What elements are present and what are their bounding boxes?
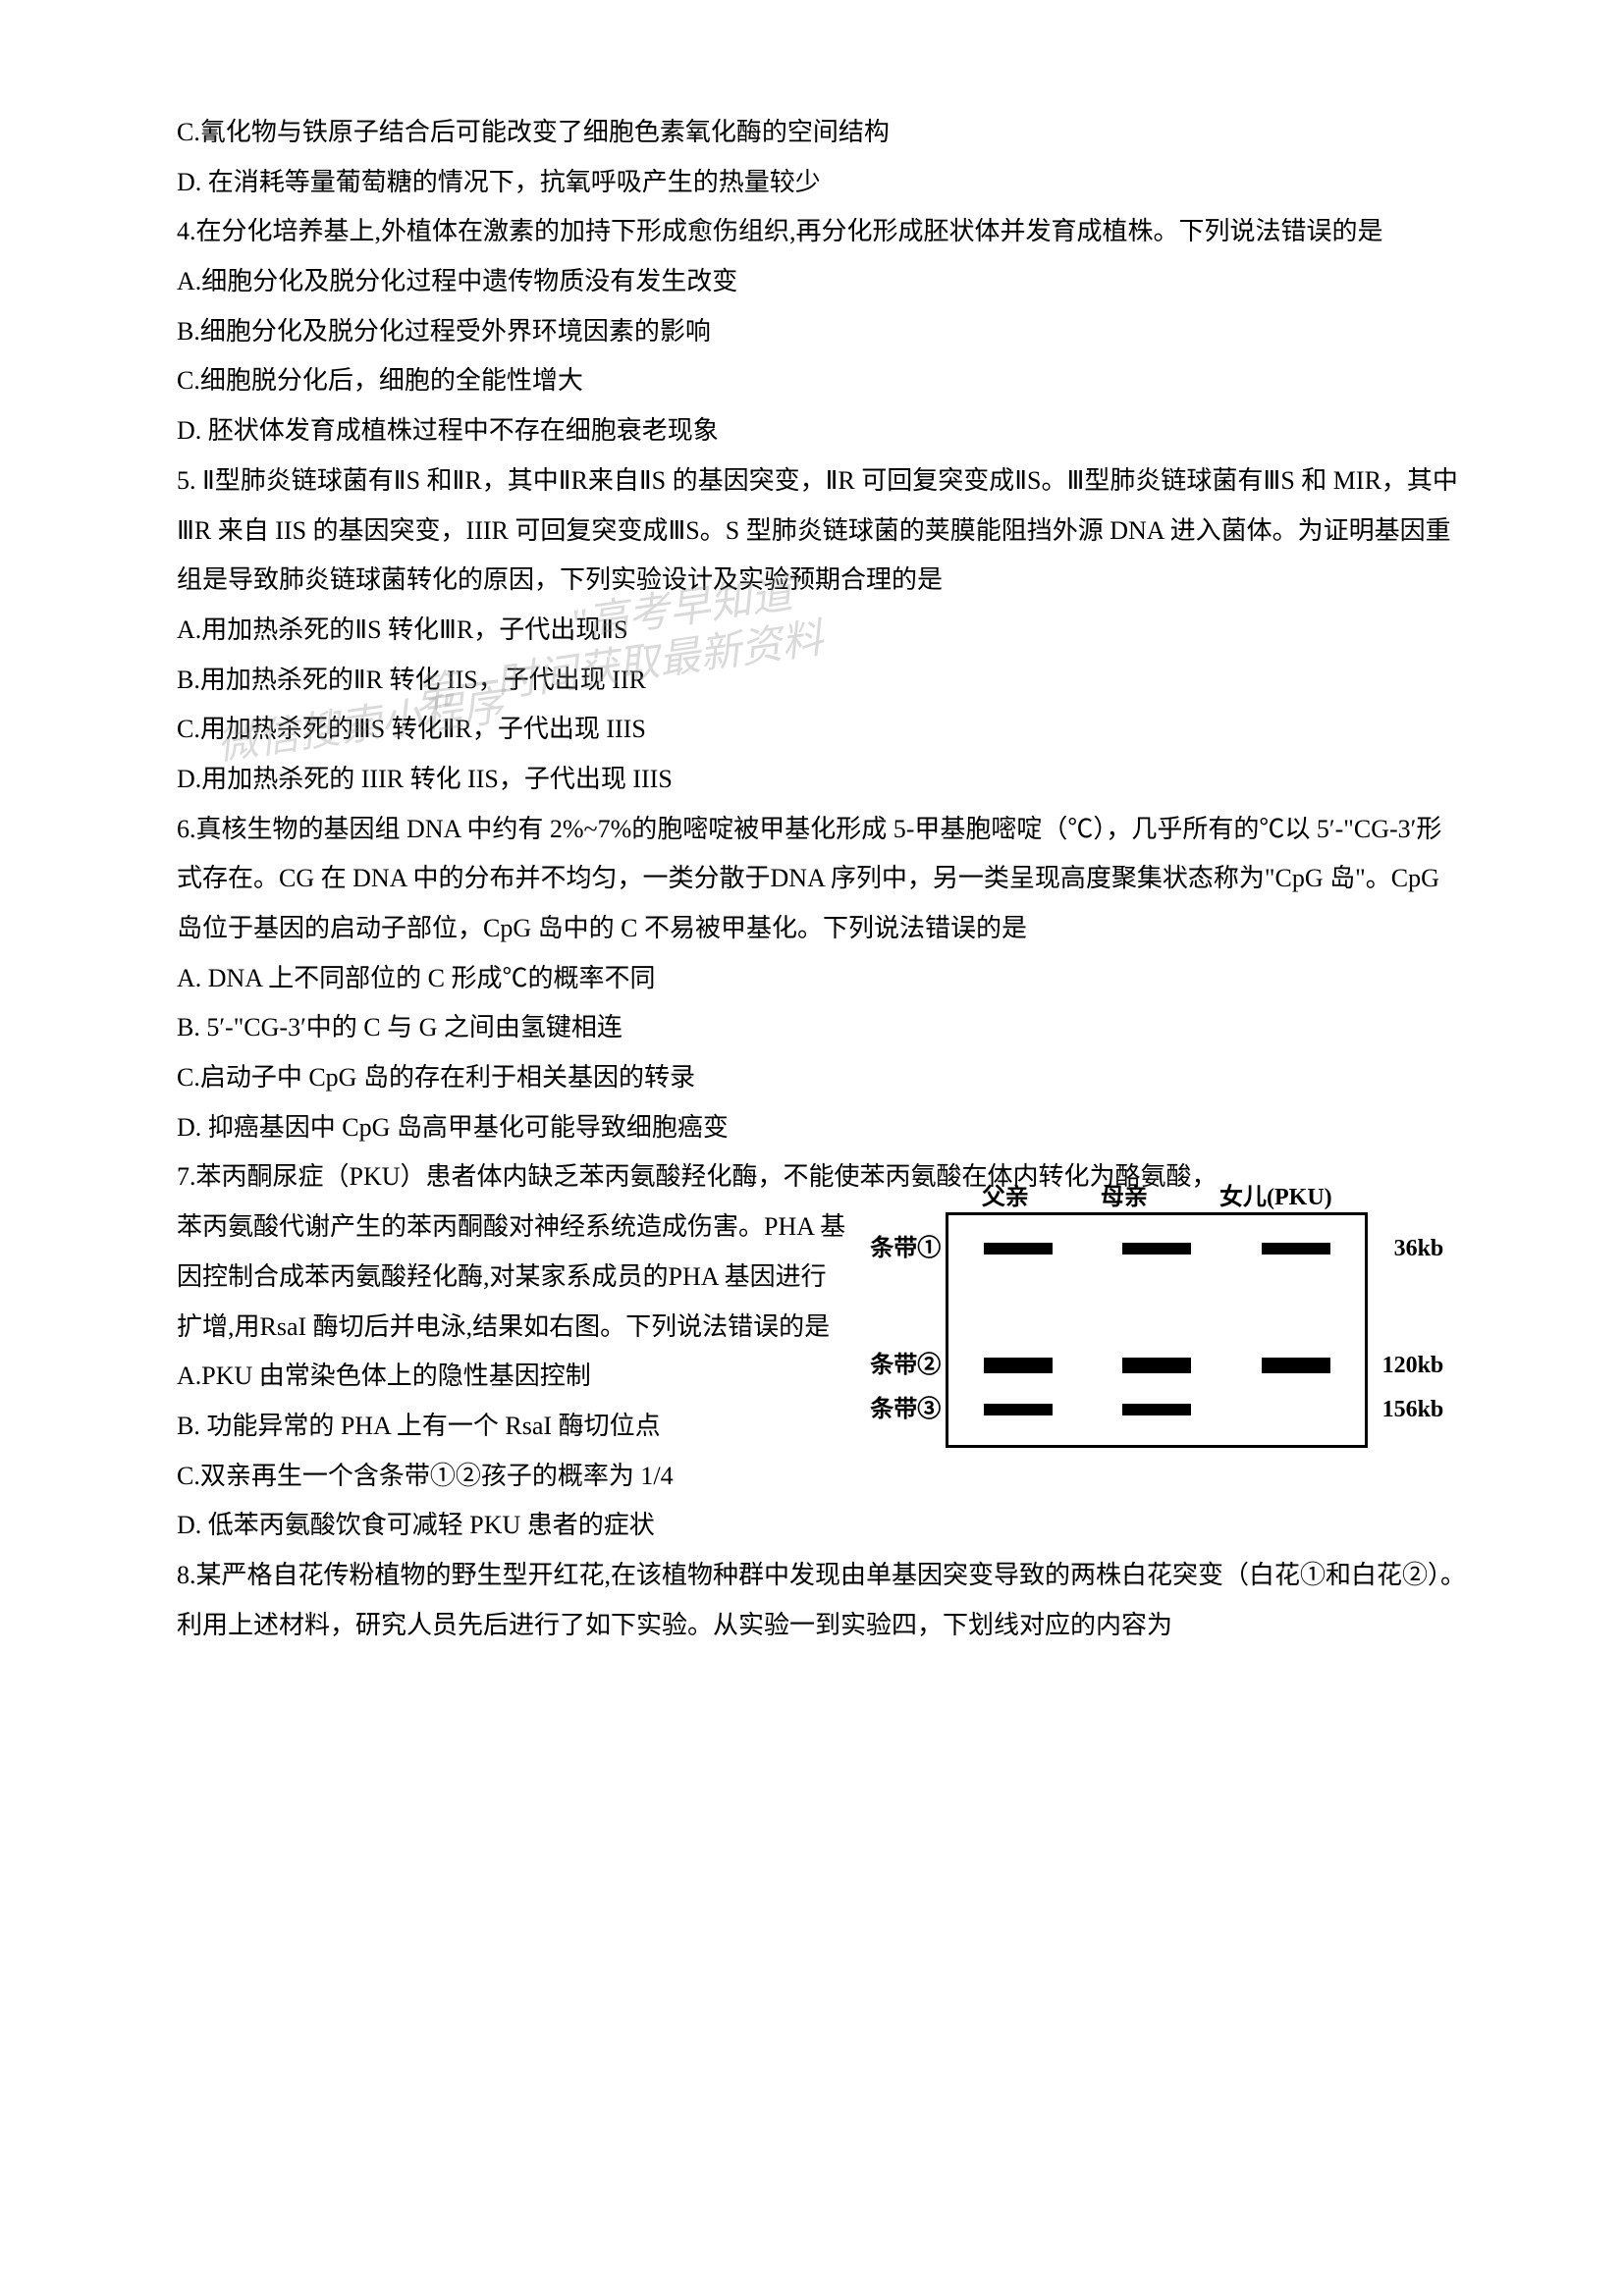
q6-option-d: D. 抑癌基因中 CpG 岛高甲基化可能导致细胞癌变 — [177, 1103, 1467, 1153]
q4-option-c: C.细胞脱分化后，细胞的全能性增大 — [177, 356, 1467, 406]
band-3-2 — [1122, 1404, 1191, 1415]
option-c: C.氰化物与铁原子结合后可能改变了细胞色素氧化酶的空间结构 — [177, 108, 1467, 158]
q7-option-a: A.PKU 由常染色体上的隐性基因控制 — [177, 1352, 847, 1402]
row2-size: 120kb — [1382, 1343, 1444, 1389]
band-2-2 — [1122, 1358, 1191, 1373]
question-4: 4.在分化培养基上,外植体在激素的加持下形成愈伤组织,再分化形成胚状体并发育成植… — [177, 207, 1467, 257]
q7-option-d: D. 低苯丙氨酸饮食可减轻 PKU 患者的症状 — [177, 1501, 847, 1551]
exam-page-content: C.氰化物与铁原子结合后可能改变了细胞色素氧化酶的空间结构 D. 在消耗等量葡萄… — [177, 108, 1467, 1650]
gel-figure: 父亲 母亲 女儿(PKU) 条带① 36kb 条带② 120kb — [867, 1212, 1467, 1448]
band-1-2 — [1122, 1243, 1191, 1255]
q5-option-c: C.用加热杀死的ⅢS 转化ⅡR，子代出现 IIIS — [177, 705, 1467, 755]
q7-option-b: B. 功能异常的 PHA 上有一个 RsaI 酶切位点 — [177, 1402, 847, 1452]
question-6: 6.真核生物的基因组 DNA 中约有 2%~7%的胞嘧啶被甲基化形成 5-甲基胞… — [177, 805, 1467, 954]
question-8: 8.某严格自花传粉植物的野生型开红花,在该植物种群中发现由单基因突变导致的两株白… — [177, 1551, 1467, 1650]
q4-option-b: B.细胞分化及脱分化过程受外界环境因素的影响 — [177, 307, 1467, 357]
band-2-1 — [984, 1358, 1053, 1373]
row1-size: 36kb — [1394, 1226, 1444, 1272]
q7-text-block: 苯丙氨酸代谢产生的苯丙酮酸对神经系统造成伤害。PHA 基因控制合成苯丙氨酸羟化酶… — [177, 1202, 847, 1551]
option-d: D. 在消耗等量葡萄糖的情况下，抗氧呼吸产生的热量较少 — [177, 158, 1467, 208]
row2-label: 条带② — [870, 1343, 941, 1389]
band-row-2: 条带② 120kb — [948, 1358, 1365, 1373]
band-3-1 — [984, 1404, 1053, 1415]
band-row-3: 条带③ 156kb — [948, 1404, 1365, 1415]
question-5: 5. Ⅱ型肺炎链球菌有ⅡS 和ⅡR，其中ⅡR来自ⅡS 的基因突变，ⅡR 可回复突… — [177, 456, 1467, 606]
q7-wrapper: 苯丙氨酸代谢产生的苯丙酮酸对神经系统造成伤害。PHA 基因控制合成苯丙氨酸羟化酶… — [177, 1202, 1467, 1551]
q4-option-d: D. 胚状体发育成植株过程中不存在细胞衰老现象 — [177, 406, 1467, 456]
q4-option-a: A.细胞分化及脱分化过程中遗传物质没有发生改变 — [177, 257, 1467, 307]
q5-option-d: D.用加热杀死的 IIIR 转化 IIS，子代出现 IIIS — [177, 755, 1467, 805]
q7-body: 苯丙氨酸代谢产生的苯丙酮酸对神经系统造成伤害。PHA 基因控制合成苯丙氨酸羟化酶… — [177, 1202, 847, 1352]
q6-option-b: B. 5′-"CG-3′中的 C 与 G 之间由氢键相连 — [177, 1003, 1467, 1053]
band-1-3 — [1262, 1243, 1330, 1255]
row1-label: 条带① — [870, 1226, 941, 1272]
q6-option-a: A. DNA 上不同部位的 C 形成℃的概率不同 — [177, 954, 1467, 1004]
band-2-3 — [1262, 1358, 1330, 1373]
q5-option-a: A.用加热杀死的ⅡS 转化ⅢR，子代出现ⅡS — [177, 606, 1467, 656]
q6-option-c: C.启动子中 CpG 岛的存在利于相关基因的转录 — [177, 1053, 1467, 1103]
row3-label: 条带③ — [870, 1387, 941, 1433]
row3-size: 156kb — [1382, 1387, 1444, 1433]
q5-option-b: B.用加热杀死的ⅡR 转化 IIS，子代出现 IIR — [177, 656, 1467, 706]
q7-option-c: C.双亲再生一个含条带①②孩子的概率为 1/4 — [177, 1452, 847, 1502]
band-1-1 — [984, 1243, 1053, 1255]
band-row-1: 条带① 36kb — [948, 1243, 1365, 1255]
gel-box: 条带① 36kb 条带② 120kb 条带③ — [946, 1212, 1368, 1448]
